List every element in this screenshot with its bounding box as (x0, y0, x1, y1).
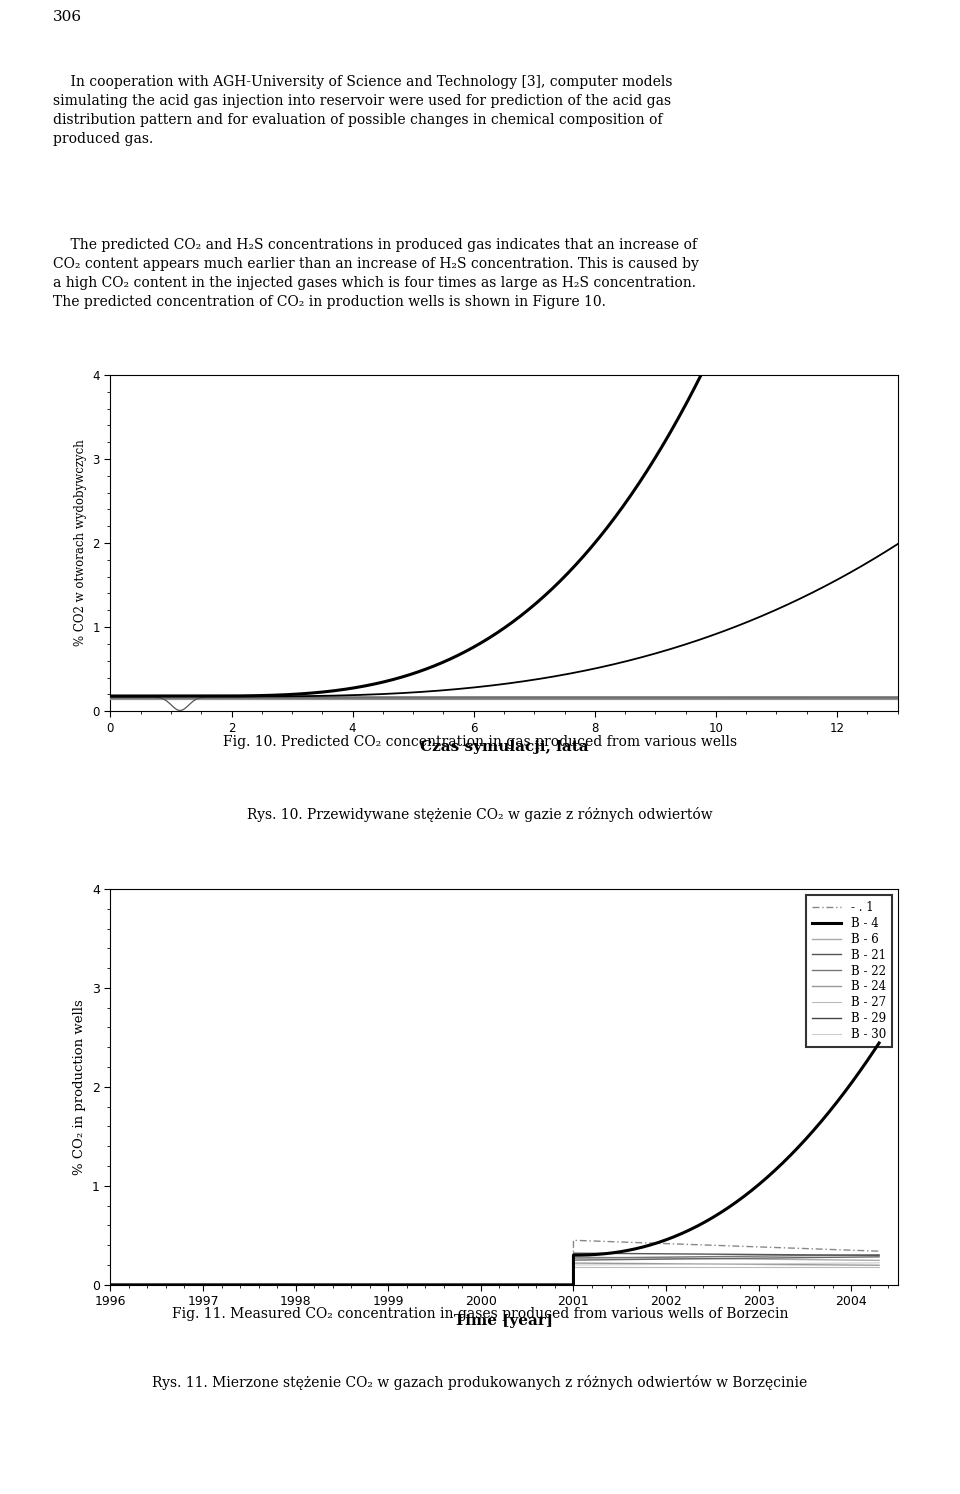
Y-axis label: % CO₂ in production wells: % CO₂ in production wells (73, 999, 86, 1174)
B - 21 (105, 1276, 116, 1294)
Text: Fig. 11. Measured CO₂ concentration in gases produced from various wells of Borz: Fig. 11. Measured CO₂ concentration in g… (172, 1306, 788, 1321)
B - 6 (144, 1276, 156, 1294)
B - 27 (105, 1276, 116, 1294)
B - 4 (214, 1276, 226, 1294)
B - 27 (567, 1258, 579, 1276)
Line: B - 22: B - 22 (110, 1255, 879, 1285)
Text: The predicted CO₂ and H₂S concentrations in produced gas indicates that an incre: The predicted CO₂ and H₂S concentrations… (53, 239, 699, 309)
B - 29 (105, 1276, 116, 1294)
B - 24 (607, 1255, 618, 1273)
B - 6 (214, 1276, 226, 1294)
X-axis label: Czas symulacji, lata: Czas symulacji, lata (420, 740, 588, 754)
B - 27 (870, 1258, 881, 1276)
B - 4 (167, 1276, 179, 1294)
B - 21 (144, 1276, 156, 1294)
B - 24 (214, 1276, 226, 1294)
B - 24 (144, 1276, 156, 1294)
Legend: - . 1, B - 4, B - 6, B - 21, B - 22, B - 24, B - 27, B - 29, B - 30: - . 1, B - 4, B - 6, B - 21, B - 22, B -… (805, 895, 892, 1047)
B - 6 (167, 1276, 179, 1294)
Line: B - 21: B - 21 (110, 1256, 879, 1285)
B - 6 (607, 1249, 618, 1267)
B - 30 (144, 1276, 156, 1294)
B - 6 (105, 1276, 116, 1294)
B - 29 (567, 1245, 579, 1262)
B - 6 (567, 1247, 579, 1265)
B - 27 (607, 1258, 618, 1276)
B - 21 (300, 1276, 312, 1294)
B - 24 (567, 1253, 579, 1271)
B - 27 (300, 1276, 312, 1294)
B - 30 (300, 1276, 312, 1294)
B - 27 (167, 1276, 179, 1294)
- . 1 (167, 1276, 179, 1294)
B - 22 (167, 1276, 179, 1294)
Text: 306: 306 (53, 10, 82, 24)
B - 22 (874, 1246, 885, 1264)
B - 21 (167, 1276, 179, 1294)
B - 4 (866, 1046, 877, 1064)
B - 22 (300, 1276, 312, 1294)
- . 1 (214, 1276, 226, 1294)
Line: B - 29: B - 29 (110, 1253, 879, 1285)
B - 29 (870, 1246, 881, 1264)
B - 4 (300, 1276, 312, 1294)
B - 24 (870, 1256, 881, 1274)
B - 30 (874, 1253, 885, 1271)
B - 21 (874, 1247, 885, 1265)
B - 29 (607, 1245, 618, 1262)
B - 21 (866, 1247, 877, 1265)
Line: B - 24: B - 24 (110, 1262, 879, 1285)
Line: B - 27: B - 27 (110, 1267, 879, 1285)
- . 1 (144, 1276, 156, 1294)
B - 4 (874, 1034, 885, 1052)
B - 24 (167, 1276, 179, 1294)
- . 1 (105, 1276, 116, 1294)
Line: B - 6: B - 6 (110, 1256, 879, 1285)
B - 4 (144, 1276, 156, 1294)
B - 4 (603, 1245, 614, 1262)
Line: - . 1: - . 1 (110, 1240, 879, 1285)
B - 29 (874, 1246, 885, 1264)
B - 22 (144, 1276, 156, 1294)
B - 30 (167, 1276, 179, 1294)
- . 1 (300, 1276, 312, 1294)
B - 6 (874, 1252, 885, 1270)
B - 29 (167, 1276, 179, 1294)
B - 30 (105, 1276, 116, 1294)
B - 22 (866, 1246, 877, 1264)
B - 24 (105, 1276, 116, 1294)
Text: In cooperation with AGH-University of Science and Technology [3], computer model: In cooperation with AGH-University of Sc… (53, 75, 672, 146)
B - 22 (603, 1249, 614, 1267)
B - 30 (214, 1276, 226, 1294)
B - 6 (300, 1276, 312, 1294)
B - 27 (214, 1276, 226, 1294)
- . 1 (567, 1231, 579, 1249)
Text: Rys. 10. Przewidywane stężenie CO₂ w gazie z różnych odwiertów: Rys. 10. Przewidywane stężenie CO₂ w gaz… (247, 807, 713, 822)
B - 30 (603, 1256, 614, 1274)
B - 27 (144, 1276, 156, 1294)
B - 27 (874, 1258, 885, 1276)
B - 22 (105, 1276, 116, 1294)
Text: Fig. 10. Predicted CO₂ concentration in gas produced from various wells: Fig. 10. Predicted CO₂ concentration in … (223, 735, 737, 748)
Line: B - 30: B - 30 (110, 1262, 879, 1285)
B - 21 (214, 1276, 226, 1294)
Line: B - 4: B - 4 (110, 1043, 879, 1285)
B - 29 (300, 1276, 312, 1294)
B - 4 (105, 1276, 116, 1294)
B - 24 (874, 1256, 885, 1274)
B - 24 (300, 1276, 312, 1294)
- . 1 (607, 1233, 618, 1250)
- . 1 (870, 1242, 881, 1259)
Y-axis label: % CO2 w otworach wydobywczych: % CO2 w otworach wydobywczych (74, 439, 87, 647)
B - 21 (603, 1250, 614, 1268)
- . 1 (874, 1242, 885, 1259)
Text: Rys. 11. Mierzone stężenie CO₂ w gazach produkowanych z różnych odwiertów w Borz: Rys. 11. Mierzone stężenie CO₂ w gazach … (153, 1374, 807, 1389)
B - 6 (870, 1252, 881, 1270)
B - 22 (214, 1276, 226, 1294)
B - 30 (866, 1253, 877, 1271)
X-axis label: Time [year]: Time [year] (454, 1313, 554, 1328)
B - 29 (144, 1276, 156, 1294)
B - 29 (214, 1276, 226, 1294)
